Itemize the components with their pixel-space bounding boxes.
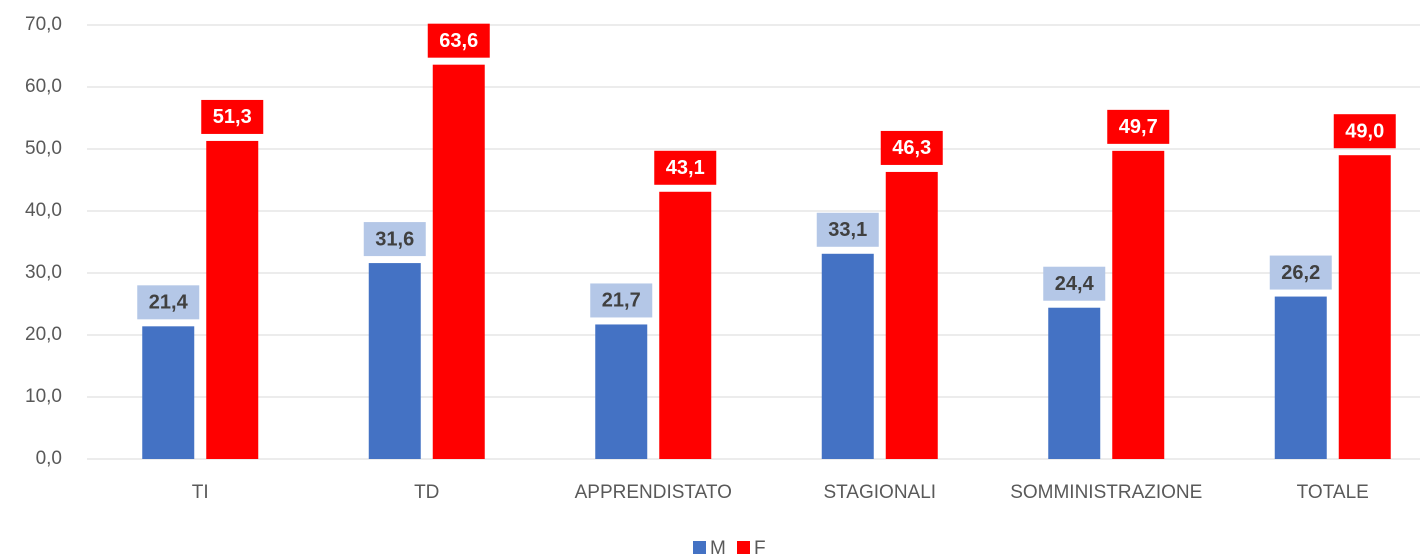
value-label-bg: [363, 222, 426, 257]
bar: [432, 64, 485, 460]
value-label: 24,4: [1055, 273, 1095, 295]
x-tick-label: TD: [414, 482, 439, 503]
value-label: 26,2: [1281, 262, 1320, 284]
value-label-bg: [137, 285, 200, 320]
value-label: 49,0: [1345, 120, 1384, 142]
bar: [1112, 150, 1165, 460]
x-tick-label: TOTALE: [1297, 482, 1369, 503]
legend-swatch: [693, 541, 706, 554]
legend-label: M: [710, 538, 726, 559]
x-tick-label: STAGIONALI: [823, 482, 936, 503]
value-label: 46,3: [892, 137, 931, 159]
bar: [1274, 296, 1327, 459]
bar: [368, 263, 421, 459]
value-label: 21,4: [149, 292, 189, 314]
value-label: 63,6: [439, 30, 478, 52]
legend-swatch: [737, 541, 750, 554]
bar: [885, 171, 938, 459]
legend-label: F: [754, 538, 766, 559]
value-label: 51,3: [213, 106, 252, 128]
value-label-bg: [427, 23, 490, 58]
bar: [1338, 155, 1391, 459]
bar: [595, 324, 648, 459]
value-label: 49,7: [1119, 116, 1158, 138]
bar: [821, 253, 874, 459]
value-label-bg: [816, 212, 879, 247]
value-label-bg: [1107, 109, 1170, 144]
y-tick-label: 0,0: [36, 448, 62, 469]
value-label-bg: [1043, 266, 1106, 301]
x-tick-label: TI: [192, 482, 209, 503]
bar: [659, 191, 712, 459]
y-tick-label: 40,0: [25, 200, 62, 221]
y-tick-label: 60,0: [25, 76, 62, 97]
bar: [1048, 307, 1101, 459]
value-label: 43,1: [666, 157, 705, 179]
y-tick-label: 30,0: [25, 262, 62, 283]
bar: [142, 326, 195, 459]
value-label-bg: [1333, 114, 1396, 149]
value-label: 31,6: [375, 228, 414, 250]
value-label-bg: [880, 130, 943, 165]
value-label: 33,1: [828, 219, 867, 241]
x-tick-label: APPRENDISTATO: [575, 482, 732, 503]
y-tick-label: 70,0: [25, 14, 62, 35]
x-tick-label: SOMMINISTRAZIONE: [1010, 482, 1202, 503]
bar: [206, 140, 259, 459]
value-label: 21,7: [602, 290, 641, 312]
y-tick-label: 20,0: [25, 324, 62, 345]
value-label-bg: [1269, 255, 1332, 290]
y-tick-label: 50,0: [25, 138, 62, 159]
value-label-bg: [201, 99, 264, 134]
value-label-bg: [654, 150, 717, 185]
value-label-bg: [590, 283, 653, 318]
y-tick-label: 10,0: [25, 386, 62, 407]
